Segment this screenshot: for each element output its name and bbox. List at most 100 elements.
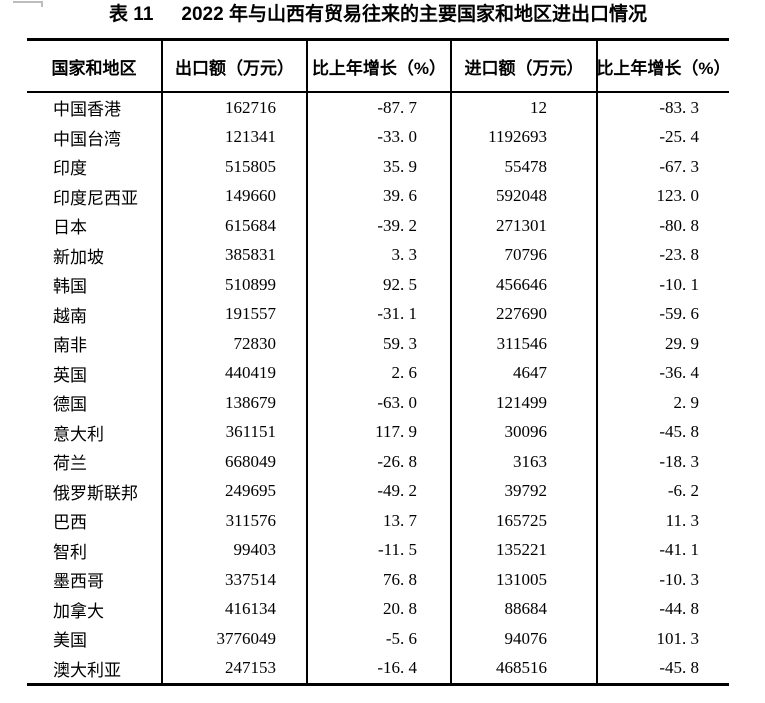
cell-import-growth: 29. 9 (665, 333, 699, 353)
cell-export: 311576 (163, 506, 308, 536)
table-row: 澳大利亚 247153 -16. 4 468516 -45. 8 (27, 653, 729, 683)
cell-country: 智利 (27, 535, 163, 565)
table-row: 南非 72830 59. 3 311546 29. 9 (27, 329, 729, 359)
table-number-label: 表 11 (109, 4, 154, 25)
cell-export-growth: 3. 3 (308, 240, 452, 270)
cell-export: 515805 (163, 152, 308, 182)
cell-import-growth: -41. 1 (659, 540, 699, 560)
cell-import-growth: 2. 9 (673, 392, 700, 412)
table-row: 日本 615684 -39. 2 271301 -80. 8 (27, 211, 729, 241)
cell-export: 510899 (163, 270, 308, 300)
cell-country: 韩国 (27, 270, 163, 300)
cell-import-growth: -44. 8 (659, 599, 699, 619)
cell-import: 227690 (452, 299, 598, 329)
cell-export: 337514 (163, 565, 308, 595)
cell-export-growth: 35. 9 (308, 152, 452, 182)
column-header-country: 国家和地区 (27, 41, 163, 93)
cell-country: 英国 (27, 358, 163, 388)
cell-import-growth: -80. 8 (659, 215, 699, 235)
table-caption: 2022 年与山西有贸易往来的主要国家和地区进出口情况 (181, 4, 647, 25)
cell-import: 165725 (452, 506, 598, 536)
cell-import: 88684 (452, 594, 598, 624)
cell-import: 592048 (452, 181, 598, 211)
table-row: 智利 99403 -11. 5 135221 -41. 1 (27, 535, 729, 565)
table-row: 荷兰 668049 -26. 8 3163 -18. 3 (27, 447, 729, 477)
table-row: 印度尼西亚 149660 39. 6 592048 123. 0 (27, 181, 729, 211)
cell-import: 94076 (452, 624, 598, 654)
cell-export-growth: 13. 7 (308, 506, 452, 536)
cell-import: 12 (452, 93, 598, 123)
cell-export-growth: 2. 6 (308, 358, 452, 388)
column-header-import-growth: 比上年增长（%） (598, 41, 729, 93)
cell-import-growth: -6. 2 (667, 481, 699, 501)
cell-country: 越南 (27, 299, 163, 329)
cell-country: 印度 (27, 152, 163, 182)
column-header-import: 进口额（万元） (452, 41, 598, 93)
cell-import-growth: -10. 3 (659, 569, 699, 589)
cell-export-growth: -39. 2 (308, 211, 452, 241)
cell-country: 墨西哥 (27, 565, 163, 595)
trade-table: 国家和地区 出口额（万元） 比上年增长（%） 进口额（万元） 比上年增长（%） … (27, 38, 729, 686)
cell-import-growth: 101. 3 (656, 628, 700, 648)
table-row: 加拿大 416134 20. 8 88684 -44. 8 (27, 594, 729, 624)
cell-country: 印度尼西亚 (27, 181, 163, 211)
cell-export-growth: -5. 6 (308, 624, 452, 654)
column-header-export-growth: 比上年增长（%） (308, 41, 452, 93)
table-row: 中国香港 162716 -87. 7 12 -83. 3 (27, 93, 729, 123)
cell-export: 138679 (163, 388, 308, 418)
cell-country: 俄罗斯联邦 (27, 476, 163, 506)
cell-import-growth: 11. 3 (665, 510, 699, 530)
cell-country: 德国 (27, 388, 163, 418)
cell-export-growth: -87. 7 (308, 93, 452, 123)
cell-import-growth: -45. 8 (659, 658, 699, 678)
cell-export: 121341 (163, 122, 308, 152)
cell-export: 668049 (163, 447, 308, 477)
table-body: 中国香港 162716 -87. 7 12 -83. 3 中国台湾 121341… (27, 93, 729, 683)
cell-export: 385831 (163, 240, 308, 270)
cell-export: 440419 (163, 358, 308, 388)
cell-export: 416134 (163, 594, 308, 624)
cell-import-growth: -83. 3 (659, 97, 699, 117)
cell-export-growth: 20. 8 (308, 594, 452, 624)
cell-import-growth: -45. 8 (659, 422, 699, 442)
cell-export: 3776049 (163, 624, 308, 654)
column-header-export: 出口额（万元） (163, 41, 308, 93)
cell-import: 4647 (452, 358, 598, 388)
cell-import: 135221 (452, 535, 598, 565)
cell-export: 162716 (163, 93, 308, 123)
cell-export: 247153 (163, 653, 308, 683)
cell-country: 美国 (27, 624, 163, 654)
stray-cell-border-horizontal (13, 1, 42, 3)
cell-export-growth: 39. 6 (308, 181, 452, 211)
cell-export: 191557 (163, 299, 308, 329)
stray-cell-border-vertical (41, 1, 43, 7)
table-row: 越南 191557 -31. 1 227690 -59. 6 (27, 299, 729, 329)
cell-import: 468516 (452, 653, 598, 683)
cell-export: 361151 (163, 417, 308, 447)
table-row: 俄罗斯联邦 249695 -49. 2 39792 -6. 2 (27, 476, 729, 506)
cell-export: 72830 (163, 329, 308, 359)
cell-import: 271301 (452, 211, 598, 241)
cell-export-growth: 59. 3 (308, 329, 452, 359)
cell-country: 中国香港 (27, 93, 163, 123)
table-row: 德国 138679 -63. 0 121499 2. 9 (27, 388, 729, 418)
cell-country: 加拿大 (27, 594, 163, 624)
cell-export-growth: -11. 5 (308, 535, 452, 565)
cell-import-growth: -36. 4 (659, 363, 699, 383)
cell-country: 新加坡 (27, 240, 163, 270)
cell-export-growth: -49. 2 (308, 476, 452, 506)
cell-export-growth: 117. 9 (308, 417, 452, 447)
cell-export: 615684 (163, 211, 308, 241)
cell-export: 99403 (163, 535, 308, 565)
cell-import: 456646 (452, 270, 598, 300)
cell-import-growth: -18. 3 (659, 451, 699, 471)
cell-import-growth: -23. 8 (659, 245, 699, 265)
cell-import-growth: 123. 0 (656, 186, 700, 206)
cell-import: 131005 (452, 565, 598, 595)
cell-export-growth: -31. 1 (308, 299, 452, 329)
cell-export-growth: 76. 8 (308, 565, 452, 595)
cell-import: 70796 (452, 240, 598, 270)
cell-import-growth: -59. 6 (659, 304, 699, 324)
cell-import-growth: -10. 1 (659, 274, 699, 294)
